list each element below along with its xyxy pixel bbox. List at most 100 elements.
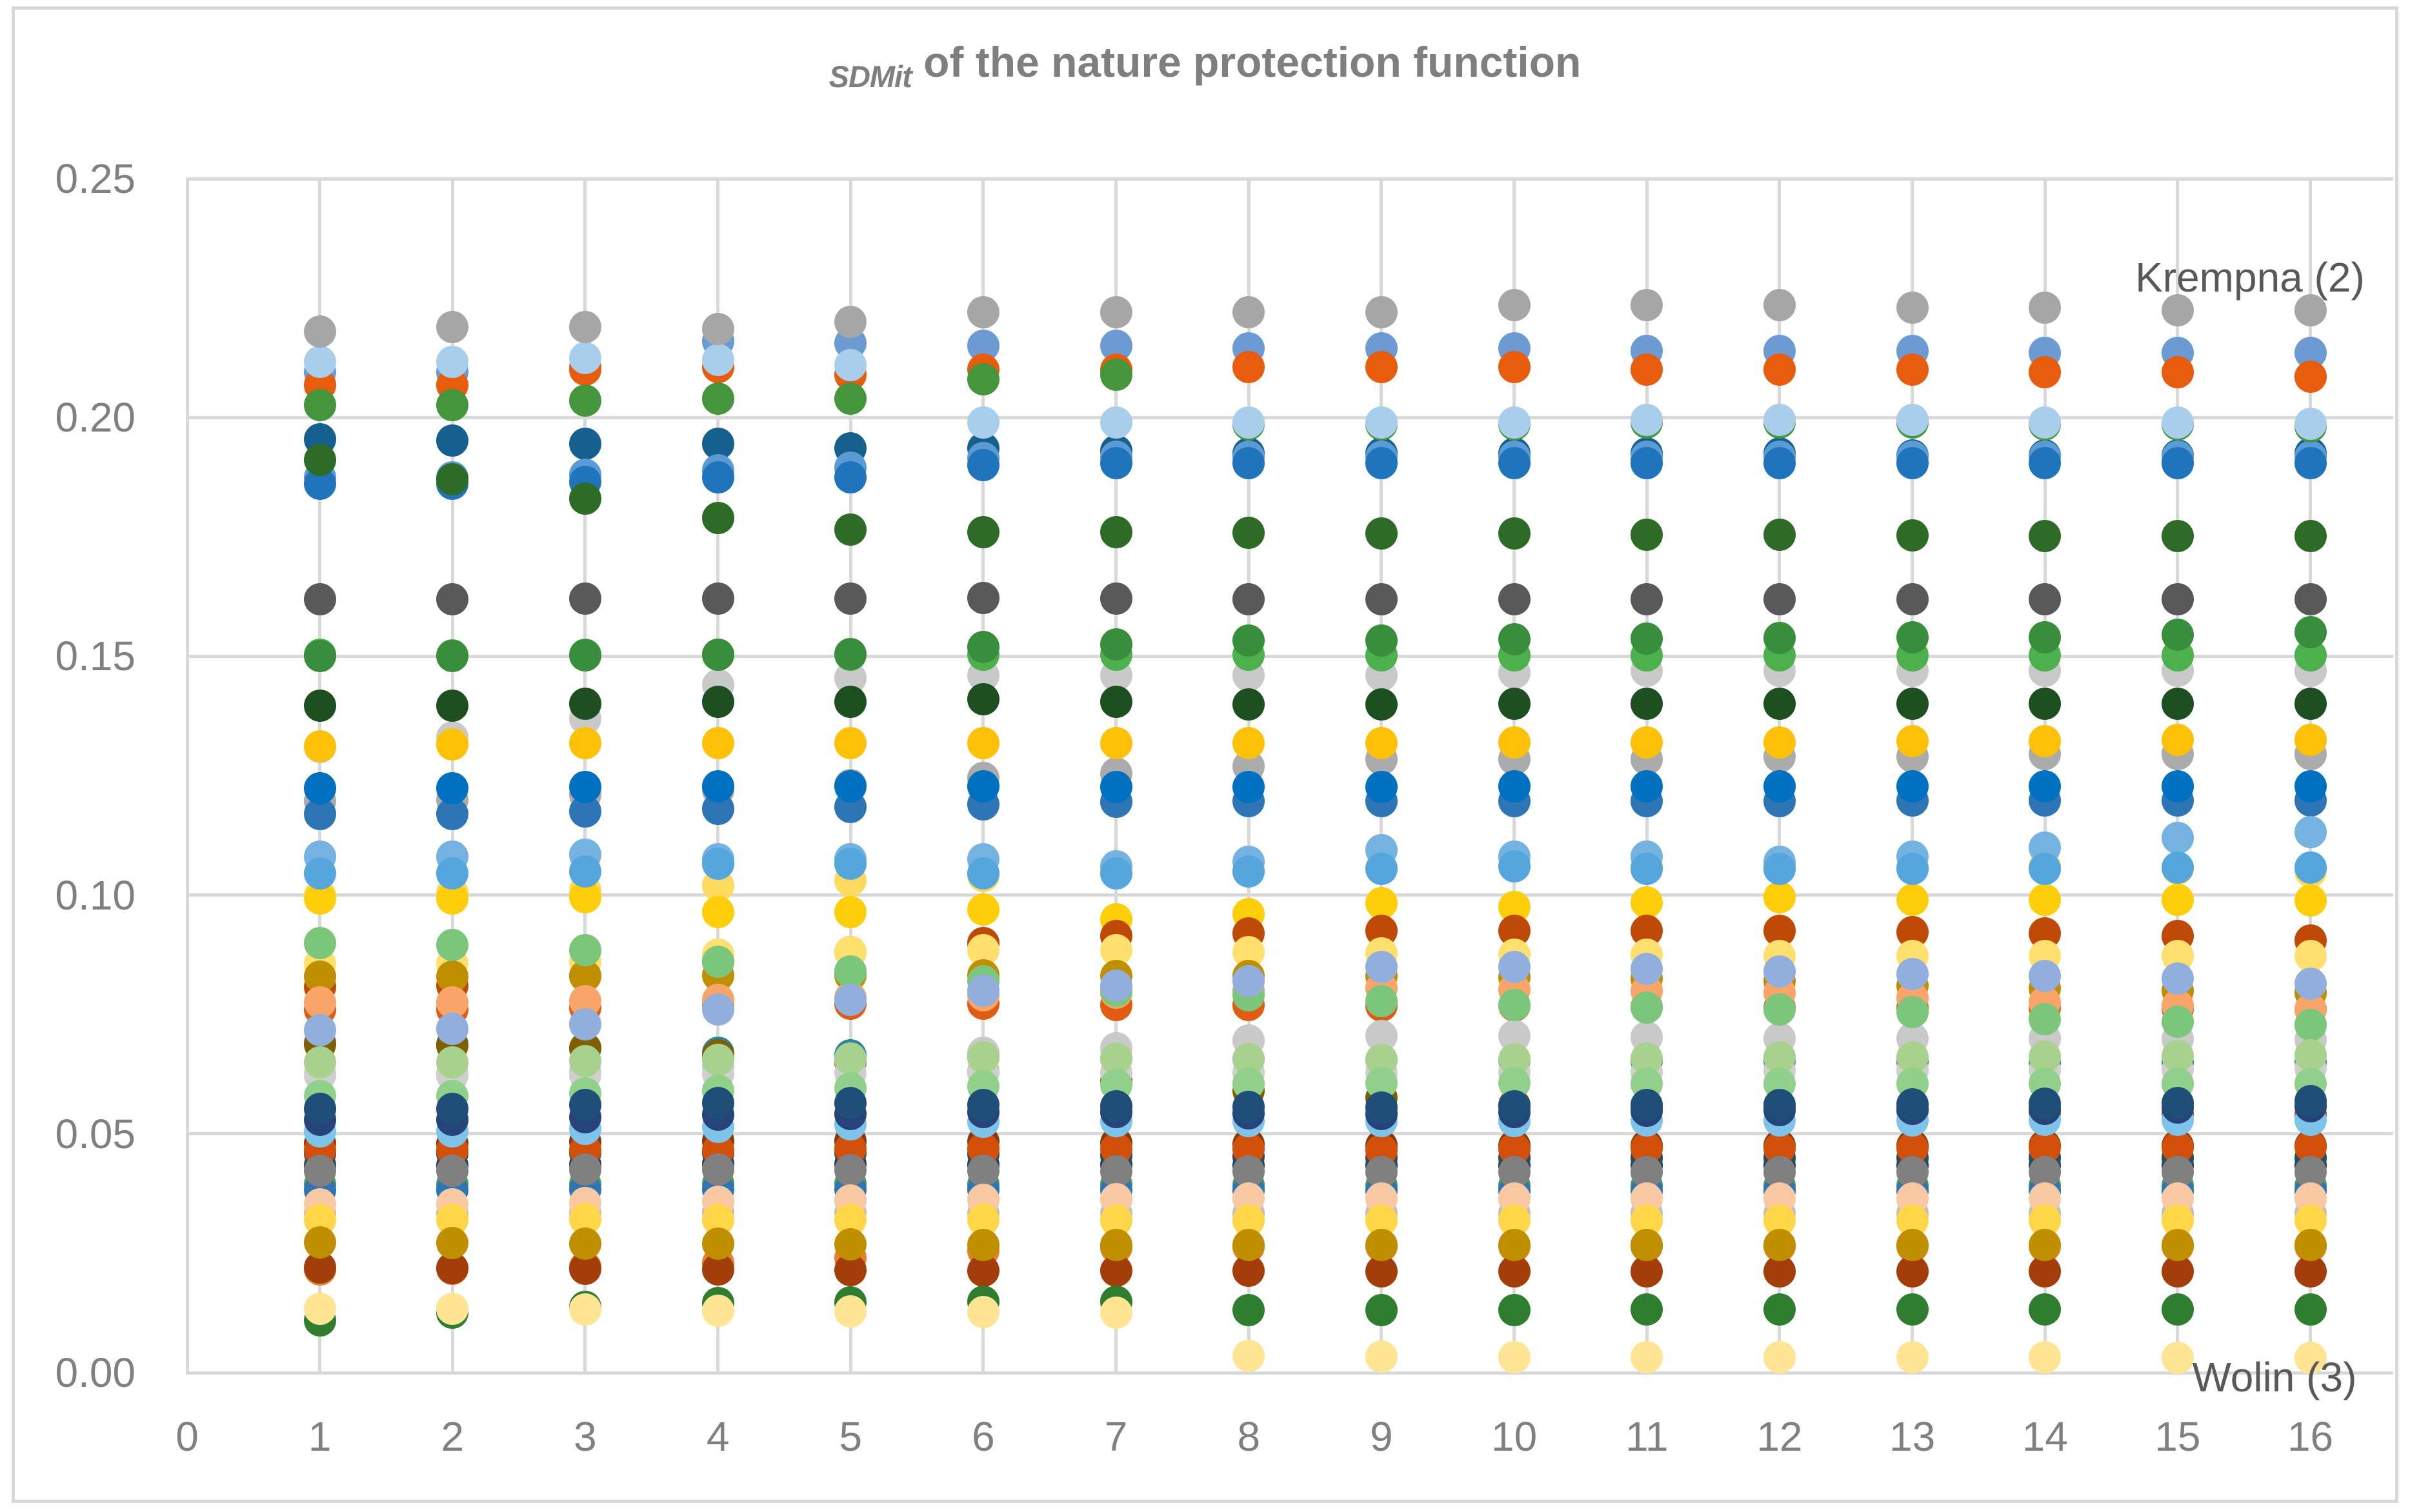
data-point	[568, 639, 601, 671]
data-point	[436, 1093, 469, 1126]
x-tick-label: 12	[1756, 1413, 1803, 1460]
x-tick-label: 4	[706, 1413, 730, 1460]
data-point	[1365, 984, 1398, 1017]
data-point	[1365, 1229, 1398, 1262]
data-point	[1631, 582, 1663, 615]
data-point	[1763, 726, 1796, 759]
chart-title: SDMit of the nature protection function	[0, 37, 2410, 94]
data-point	[2029, 1088, 2062, 1120]
data-point	[1498, 289, 1531, 322]
data-point	[1100, 406, 1132, 439]
data-point	[1763, 993, 1796, 1026]
data-point	[1232, 446, 1265, 479]
data-point	[2294, 519, 2327, 552]
data-point	[303, 986, 336, 1019]
data-point	[967, 1041, 999, 1074]
data-point	[2161, 1005, 2194, 1038]
data-point	[1763, 688, 1796, 721]
data-point	[1100, 628, 1132, 661]
series-label: Wolin (3)	[2192, 1353, 2357, 1400]
horizontal-gridline	[185, 1371, 2393, 1375]
data-point	[701, 727, 734, 760]
data-point	[834, 955, 867, 988]
data-point	[436, 463, 469, 496]
data-point	[1365, 582, 1398, 615]
data-point	[568, 341, 601, 374]
data-point	[2161, 619, 2194, 652]
data-point	[967, 515, 999, 548]
data-point	[568, 1293, 601, 1326]
data-point	[1896, 1341, 1929, 1374]
data-point	[303, 1093, 336, 1126]
data-point	[2029, 884, 2062, 916]
data-point	[1498, 726, 1531, 759]
data-point	[701, 639, 734, 671]
x-tick-label: 10	[1491, 1413, 1538, 1460]
data-point	[1365, 950, 1398, 983]
data-point	[1763, 1089, 1796, 1122]
data-point	[1498, 517, 1531, 550]
data-point	[2161, 723, 2194, 756]
data-point	[967, 449, 999, 482]
data-point	[1763, 622, 1796, 655]
data-point	[2161, 770, 2194, 802]
data-point	[1631, 1293, 1663, 1326]
data-point	[701, 946, 734, 979]
data-point	[701, 1044, 734, 1077]
data-point	[2294, 446, 2327, 479]
x-tick-label: 0	[176, 1413, 199, 1460]
data-point	[436, 857, 469, 890]
data-point	[701, 1086, 734, 1119]
data-point	[834, 348, 867, 381]
data-point	[967, 406, 999, 439]
data-point	[1896, 957, 1929, 990]
data-point	[1631, 622, 1663, 655]
data-point	[2161, 962, 2194, 995]
data-point	[1631, 289, 1663, 322]
x-tick-label: 3	[574, 1413, 597, 1460]
data-point	[1100, 1155, 1132, 1188]
data-point	[568, 384, 601, 417]
data-point	[2029, 852, 2062, 885]
data-point	[1232, 771, 1265, 804]
data-point	[834, 727, 867, 760]
data-point	[1365, 771, 1398, 804]
y-tick-label: 0.15	[55, 633, 136, 680]
data-point	[2029, 1341, 2062, 1374]
data-point	[701, 1153, 734, 1186]
data-point	[1498, 770, 1531, 802]
data-point	[1896, 621, 1929, 653]
data-point	[1498, 623, 1531, 656]
data-point	[568, 1008, 601, 1040]
data-point	[967, 1295, 999, 1328]
data-point	[1763, 403, 1796, 436]
x-tick-label: 5	[839, 1413, 863, 1460]
data-point	[1763, 518, 1796, 551]
data-point	[436, 310, 469, 343]
data-point	[2294, 1039, 2327, 1071]
data-point	[2029, 583, 2062, 616]
data-point	[1365, 852, 1398, 885]
data-point	[1498, 446, 1531, 479]
data-point	[303, 771, 336, 804]
data-point	[1631, 886, 1663, 919]
data-point	[568, 310, 601, 343]
data-point	[303, 1154, 336, 1187]
data-point	[303, 857, 336, 890]
data-point	[436, 929, 469, 962]
data-point	[1365, 688, 1398, 721]
data-point	[1232, 1340, 1265, 1373]
data-point	[1100, 857, 1132, 890]
data-point	[1631, 688, 1663, 721]
data-point	[1100, 771, 1132, 804]
data-point	[568, 771, 601, 804]
data-point	[967, 727, 999, 760]
data-point	[1100, 358, 1132, 391]
data-point	[701, 1228, 734, 1260]
data-point	[1763, 770, 1796, 802]
data-point	[834, 984, 867, 1017]
data-point	[303, 346, 336, 379]
data-point	[1498, 688, 1531, 721]
data-point	[1896, 770, 1929, 802]
data-point	[1896, 1293, 1929, 1326]
